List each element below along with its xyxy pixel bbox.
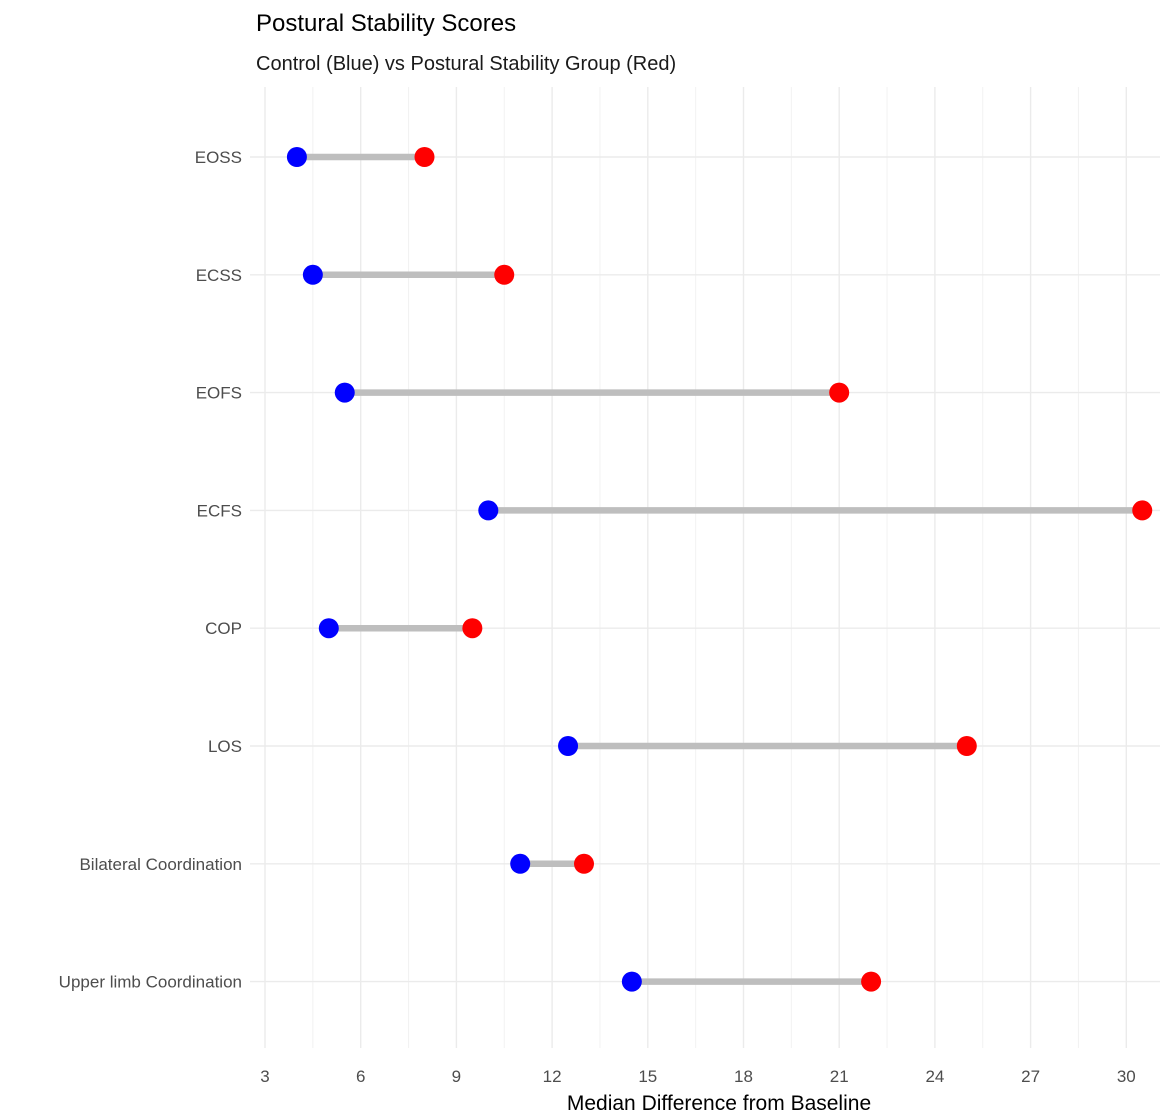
major-gridlines [250, 87, 1160, 1048]
group-point [414, 147, 435, 167]
x-tick-label: 21 [830, 1067, 849, 1086]
control-point [478, 500, 499, 521]
data-points [286, 147, 1153, 992]
control-point [302, 264, 323, 285]
y-tick-label: EOFS [196, 384, 242, 403]
group-point [1132, 500, 1153, 521]
y-tick-label: ECFS [197, 501, 242, 520]
y-tick-label: ECSS [196, 266, 242, 285]
x-tick-label: 30 [1117, 1067, 1136, 1086]
chart-subtitle: Control (Blue) vs Postural Stability Gro… [256, 53, 676, 75]
y-tick-label: LOS [208, 737, 242, 756]
x-tick-label: 12 [543, 1067, 562, 1086]
x-tick-label: 9 [452, 1067, 461, 1086]
x-tick-label: 15 [638, 1067, 657, 1086]
group-point [829, 382, 850, 403]
minor-gridlines [312, 87, 1079, 1048]
y-tick-label: EOSS [195, 148, 242, 167]
y-tick-label: Bilateral Coordination [79, 855, 242, 874]
control-point [318, 618, 339, 639]
group-point [462, 618, 483, 639]
control-point [286, 147, 307, 167]
y-axis-tick-labels: EOSS ECSS EOFS ECFS COP LOS Bilateral Coordina… [59, 148, 242, 992]
x-tick-label: 18 [734, 1067, 753, 1086]
x-tick-label: 3 [260, 1067, 269, 1086]
dumbbell-segments [296, 153, 1143, 985]
x-tick-label: 24 [925, 1067, 944, 1086]
control-point [510, 853, 531, 874]
x-axis-label: Median Difference from Baseline [567, 1092, 871, 1115]
group-point [956, 736, 977, 756]
control-point [558, 736, 579, 756]
y-tick-label: COP [205, 619, 242, 638]
group-point [574, 853, 594, 874]
x-axis-tick-labels: 3 6 9 12 15 18 21 24 27 30 [260, 1067, 1135, 1086]
x-tick-label: 6 [356, 1067, 365, 1086]
group-point [861, 971, 882, 992]
chart-title: Postural Stability Scores [256, 10, 516, 37]
control-point [334, 382, 355, 403]
x-tick-label: 27 [1021, 1067, 1040, 1086]
y-tick-label: Upper limb Coordination [59, 973, 242, 992]
group-point [494, 264, 515, 285]
control-point [621, 971, 642, 992]
